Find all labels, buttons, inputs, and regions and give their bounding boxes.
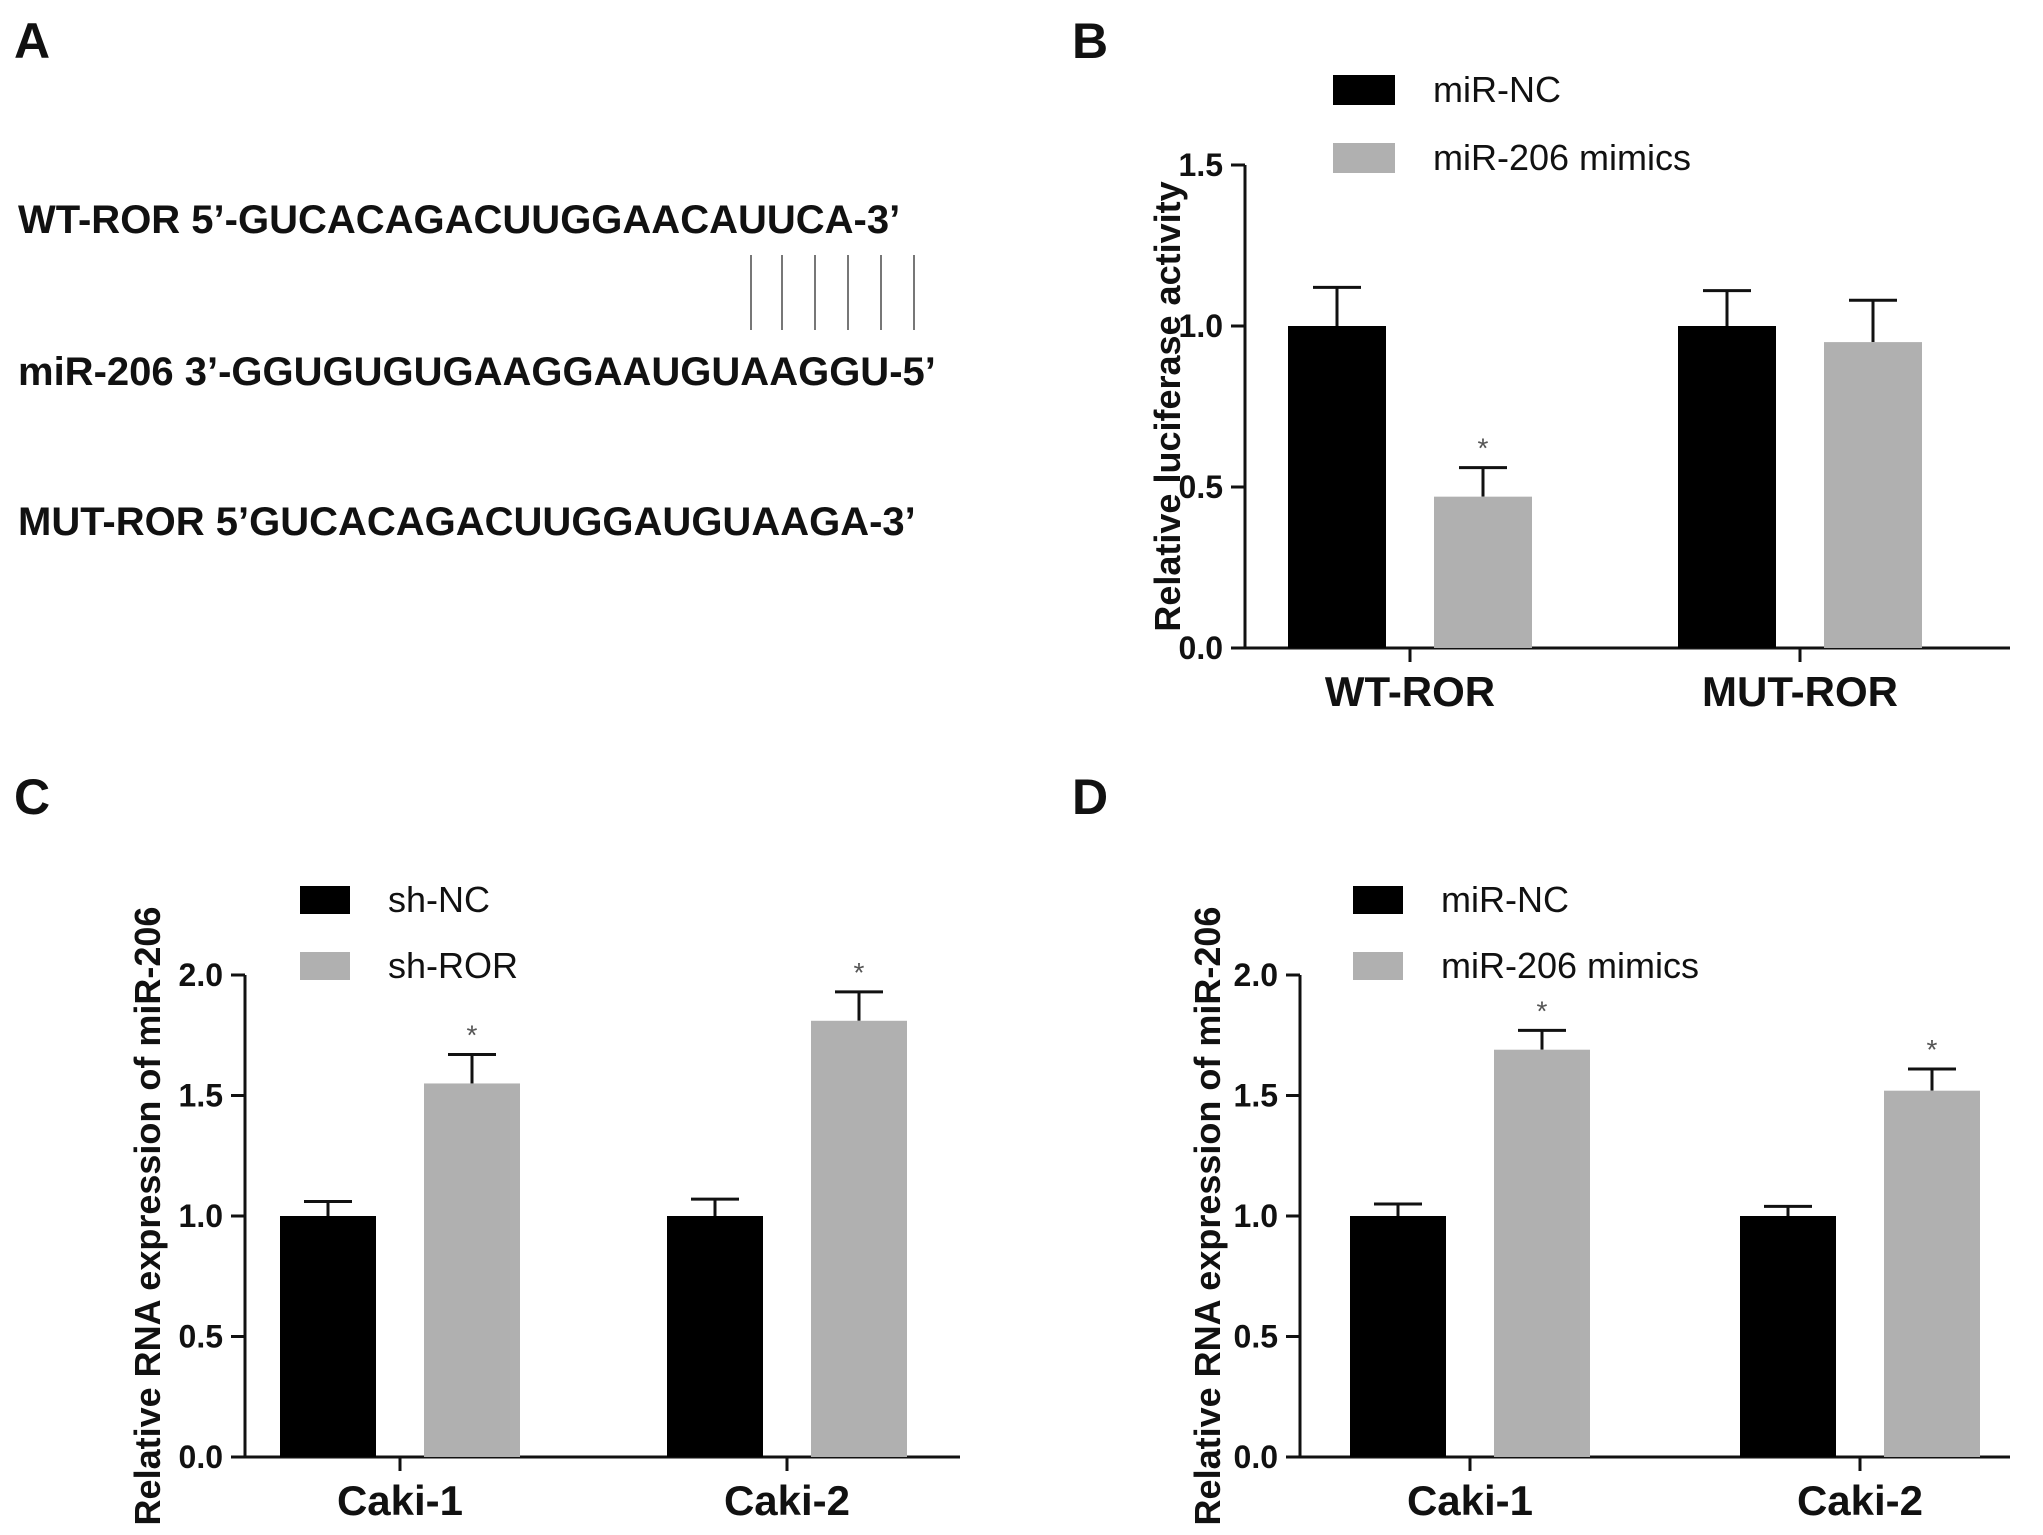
legend-swatch [1333,143,1395,173]
y-tick-label: 0.5 [179,1319,223,1355]
y-tick-label: 1.5 [1179,147,1223,183]
legend-label: miR-NC [1433,69,1561,110]
panel-label-c: C [14,769,51,825]
bar [667,1216,763,1457]
legend-label: sh-ROR [388,945,518,986]
panel-label-b: B [1072,13,1109,69]
bar [811,1020,907,1457]
legend-swatch [1353,886,1403,914]
legend-swatch [300,886,350,914]
y-axis-label: Relative RNA expression of miR-206 [127,907,168,1526]
bar [424,1083,520,1457]
y-tick-label: 0.5 [1179,469,1223,505]
y-tick-label: 1.5 [179,1078,223,1114]
significance-marker: * [1478,433,1489,464]
y-axis-label: Relative RNA expression of miR-206 [1187,907,1228,1526]
bar [1288,326,1386,648]
y-axis-label: Relative luciferase activity [1147,181,1188,631]
x-tick-label: Caki-2 [1797,1477,1923,1524]
bar [1824,342,1922,648]
legend-swatch [1333,75,1395,105]
legend-swatch [300,952,350,980]
wt-ror-sequence: WT-ROR 5’-GUCACAGACUUGGAACAUUCA-3’ [18,198,901,242]
y-tick-label: 2.0 [179,957,223,993]
bar [1494,1049,1590,1457]
significance-marker: * [1537,995,1548,1026]
y-tick-label: 2.0 [1234,957,1278,993]
legend-swatch [1353,952,1403,980]
y-tick-label: 1.0 [179,1198,223,1234]
legend-label: miR-206 mimics [1433,137,1691,178]
significance-marker: * [467,1020,478,1051]
x-tick-label: MUT-ROR [1702,668,1898,715]
mut-ror-sequence: MUT-ROR 5’GUCACAGACUUGGAUGUAAGA-3’ [18,500,916,544]
y-tick-label: 0.0 [1179,630,1223,666]
y-tick-label: 1.0 [1234,1198,1278,1234]
legend-label: miR-206 mimics [1441,945,1699,986]
y-tick-label: 0.0 [1234,1439,1278,1475]
significance-marker: * [1927,1034,1938,1065]
x-tick-label: WT-ROR [1325,668,1495,715]
mir-206-sequence: miR-206 3’-GGUGUGUGAAGGAAUGUAAGGU-5’ [18,350,936,394]
bar [280,1216,376,1457]
bar [1678,326,1776,648]
bar [1350,1216,1446,1457]
bar [1740,1216,1836,1457]
y-tick-label: 1.0 [1179,308,1223,344]
y-tick-label: 0.0 [179,1439,223,1475]
x-tick-label: Caki-2 [724,1477,850,1524]
y-tick-label: 1.5 [1234,1078,1278,1114]
bar [1884,1090,1980,1457]
legend-label: miR-NC [1441,879,1569,920]
x-tick-label: Caki-1 [337,1477,463,1524]
y-tick-label: 0.5 [1234,1319,1278,1355]
panel-label-a: A [14,13,51,69]
panel-label-d: D [1072,769,1109,825]
significance-marker: * [854,957,865,988]
legend-label: sh-NC [388,879,490,920]
x-tick-label: Caki-1 [1407,1477,1533,1524]
bar [1434,496,1532,648]
